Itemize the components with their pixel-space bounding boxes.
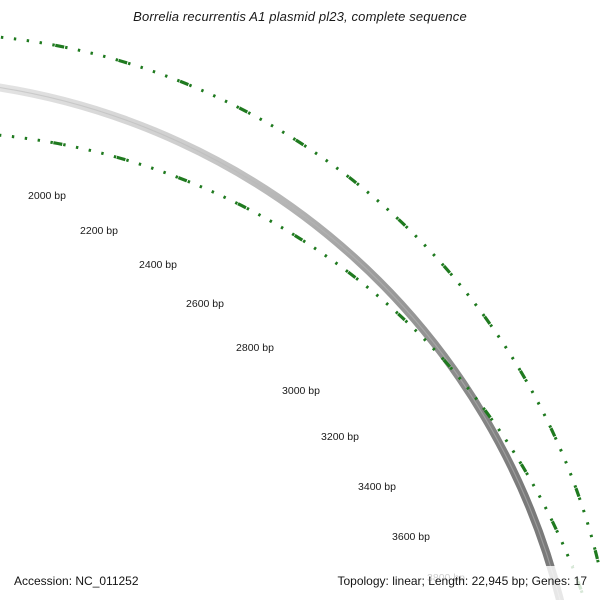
ruler-tick-label: 2200 bp [80, 225, 118, 237]
ruler-tick-label: 3200 bp [321, 431, 359, 443]
ruler-tick-label: 3400 bp [358, 481, 396, 493]
page-title: Borrelia recurrentis A1 plasmid pl23, co… [133, 9, 467, 24]
ruler-tick-label: 3000 bp [282, 385, 320, 397]
ruler-tick-label: 3600 bp [392, 531, 430, 543]
ruler-tick-label: 2800 bp [236, 342, 274, 354]
inner-tick-arc [0, 133, 587, 600]
footer-backdrop [0, 566, 600, 600]
genome-backbone-arc [0, 83, 564, 600]
outer-tick-arc [0, 35, 600, 571]
ruler-tick-label: 2600 bp [186, 298, 224, 310]
topology-label: Topology: linear; Length: 22,945 bp; Gen… [337, 574, 587, 588]
ruler-tick-label: 2000 bp [28, 190, 66, 202]
ruler-tick-label: 3800 bp [427, 572, 465, 584]
ruler-tick-label: 2400 bp [139, 259, 177, 271]
accession-label: Accession: NC_011252 [14, 574, 139, 588]
status-bar: Accession: NC_011252 Topology: linear; L… [0, 568, 600, 600]
